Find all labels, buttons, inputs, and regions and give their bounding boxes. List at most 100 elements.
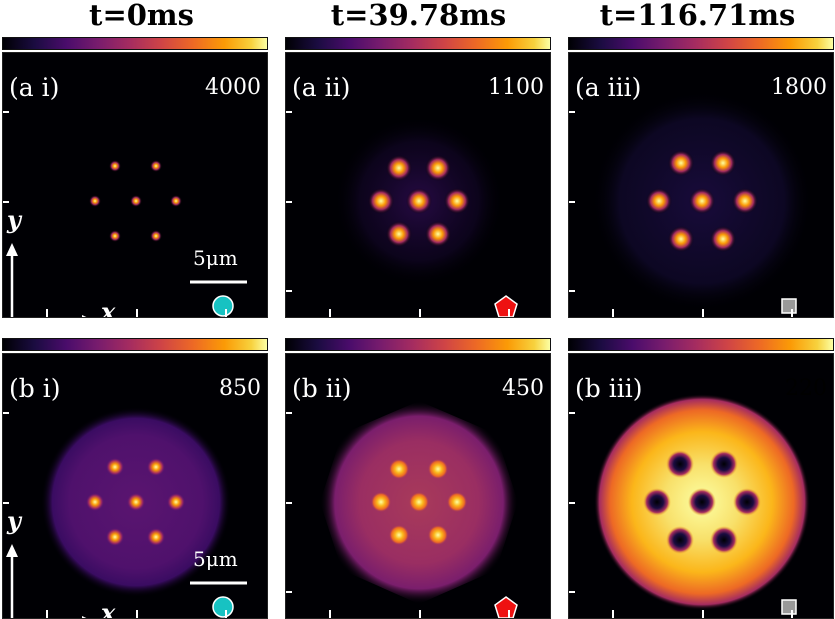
tick: [329, 309, 331, 317]
tick: [569, 412, 575, 414]
scalebar-label: 5μm: [193, 547, 238, 571]
column-title-t39: t=39.78ms: [330, 0, 507, 32]
tick: [3, 111, 9, 113]
colorbar-max: 4000: [205, 75, 261, 100]
tick: [419, 610, 421, 618]
tick: [329, 610, 331, 618]
spot: [109, 230, 121, 242]
spot: [447, 492, 467, 512]
spot: [106, 458, 124, 476]
density-image: (a iii) 1800: [568, 52, 834, 318]
spot: [732, 188, 758, 214]
vortex-spots: [89, 160, 182, 242]
panel-b-i: (b i) 850 5μm y x: [2, 338, 268, 619]
spot: [127, 493, 145, 511]
spot: [406, 188, 432, 214]
tick: [225, 610, 227, 618]
panel-b-iii: (b iii) 220: [568, 338, 834, 619]
tick: [3, 201, 9, 203]
panel-a-ii: (a ii) 1100: [285, 37, 551, 318]
density-plot: [592, 91, 812, 314]
spot: [368, 188, 394, 214]
density-plot: [594, 394, 810, 615]
pentagon-marker: [494, 596, 518, 618]
x-axis-label: x: [101, 598, 116, 619]
tick: [286, 412, 292, 414]
tick: [3, 502, 9, 504]
panel-label: (b i): [9, 374, 61, 403]
density-plot: [334, 116, 518, 317]
panel-b-ii: (b ii) 450: [285, 338, 551, 619]
hole: [666, 450, 694, 478]
y-axis-label: y: [7, 506, 21, 535]
spot: [106, 528, 124, 546]
scalebar-label: 5μm: [193, 246, 238, 270]
tick: [702, 309, 704, 317]
tick: [508, 610, 510, 618]
square-marker: [781, 599, 797, 615]
spot: [386, 155, 412, 181]
tick: [286, 111, 292, 113]
colorbar-max: 850: [219, 376, 261, 401]
vortex-spots: [371, 459, 467, 545]
density-image: (b i) 850 5μm y x: [2, 353, 268, 619]
spot: [428, 459, 448, 479]
tick: [46, 610, 48, 618]
x-axis-label: x: [101, 297, 116, 318]
tick: [136, 309, 138, 317]
tick: [419, 309, 421, 317]
y-axis-label: y: [7, 205, 21, 234]
spot: [147, 528, 165, 546]
tick: [569, 502, 575, 504]
hole: [710, 450, 738, 478]
tick: [286, 290, 292, 292]
tick: [286, 201, 292, 203]
spot: [689, 188, 715, 214]
spot: [710, 150, 736, 176]
tick: [702, 610, 704, 618]
tick: [3, 412, 9, 414]
axis-arrows: [6, 243, 87, 317]
density-plot: [6, 407, 247, 618]
column-title-t116: t=116.71ms: [599, 0, 796, 32]
spot: [668, 226, 694, 252]
density-image: (a ii) 1100: [285, 52, 551, 318]
tick: [791, 610, 793, 618]
pentagon-marker: [494, 295, 518, 317]
spot: [646, 188, 672, 214]
square-marker: [781, 298, 797, 314]
spot: [109, 160, 121, 172]
panel-label: (a ii): [292, 73, 351, 102]
spot: [710, 226, 736, 252]
circle-marker: [212, 596, 234, 618]
vortex-holes: [643, 450, 761, 554]
spot: [371, 492, 391, 512]
spot: [150, 160, 162, 172]
tick: [286, 591, 292, 593]
tick: [286, 502, 292, 504]
spot: [389, 525, 409, 545]
colorbar: [2, 37, 268, 50]
colorbar: [285, 37, 551, 50]
panel-label: (a i): [9, 73, 60, 102]
panel-a-i: (a i) 4000 5μm y x: [2, 37, 268, 318]
colorbar-max: 450: [502, 376, 544, 401]
spot: [130, 195, 142, 207]
colorbar: [568, 338, 834, 351]
colorbar: [285, 338, 551, 351]
colorbar: [568, 37, 834, 50]
colorbar: [2, 338, 268, 351]
tick: [569, 591, 575, 593]
colorbar-max: 1800: [771, 75, 827, 100]
axis-arrows: [6, 544, 87, 618]
tick: [569, 290, 575, 292]
spot: [428, 525, 448, 545]
density-plot: [6, 160, 247, 317]
tick: [612, 610, 614, 618]
tick: [569, 201, 575, 203]
density-image: (a i) 4000 5μm y x: [2, 52, 268, 318]
vortex-spots: [86, 458, 185, 546]
hole: [710, 526, 738, 554]
spot: [389, 459, 409, 479]
tick: [569, 111, 575, 113]
